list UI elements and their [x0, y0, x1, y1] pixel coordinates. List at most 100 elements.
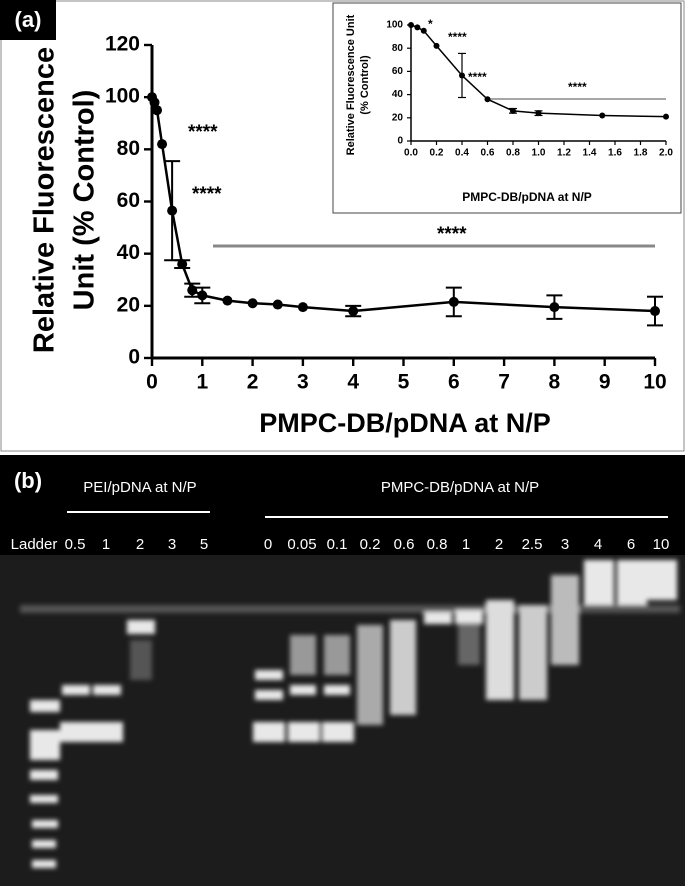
x-tick-label: 1.4 — [583, 148, 597, 159]
x-tick-label: 4 — [347, 370, 359, 393]
data-point — [348, 306, 359, 317]
y-axis-title: Relative Fluorescence — [29, 47, 61, 353]
y-tick-label: 40 — [392, 89, 404, 100]
panel-label: (b) — [14, 468, 42, 493]
y-tick-label: 60 — [392, 66, 404, 77]
gel — [0, 555, 685, 886]
y-tick-label: 40 — [117, 241, 140, 264]
x-tick-label: 0.4 — [455, 148, 469, 159]
data-point — [297, 302, 308, 313]
data-point — [152, 105, 163, 116]
gel-bands — [20, 560, 680, 868]
data-point — [535, 110, 542, 117]
x-tick-label: 3 — [297, 370, 309, 393]
data-point — [459, 72, 465, 79]
series-line — [410, 24, 667, 118]
y-tick-label: 0 — [128, 346, 140, 369]
x-tick-label: 1 — [196, 370, 208, 393]
data-point — [247, 298, 258, 309]
panel-label-box — [0, 0, 56, 40]
lane-label: 0.2 — [360, 536, 381, 553]
y-tick-label: 60 — [117, 189, 140, 212]
data-point — [149, 97, 160, 108]
lane-label: 5 — [200, 536, 208, 553]
x-axis-title: PMPC-DB/pDNA at N/P — [259, 408, 551, 438]
data-point — [650, 306, 660, 317]
lane-label: 2.5 — [522, 536, 543, 553]
x-tick-label: 0 — [146, 370, 158, 393]
x-tick-label: 1.2 — [557, 148, 571, 159]
x-tick-label: 6 — [448, 370, 460, 393]
significance-label: * — [428, 17, 433, 31]
lane-label: 0.05 — [287, 536, 316, 553]
x-tick-label: 7 — [498, 370, 510, 393]
significance-label: **** — [437, 224, 467, 245]
y-tick-label: 80 — [392, 43, 404, 54]
data-point — [408, 22, 414, 28]
data-point — [549, 302, 560, 313]
x-tick-label: 10 — [643, 370, 666, 393]
y-tick-label: 20 — [117, 293, 140, 316]
lane-label: 2 — [495, 536, 503, 553]
lane-labels: Ladder 0.5 1 2 3 5 0 0.05 0.1 0.2 0.6 0.8 1 2 2.5 3 4 6 10 — [11, 536, 670, 553]
y-tick-label: 80 — [117, 137, 140, 160]
x-tick-label: 2 — [247, 370, 259, 393]
y-axis-title: Unit (% Control) — [69, 90, 101, 311]
data-point — [510, 107, 516, 114]
series-line — [150, 96, 656, 313]
y-tick-label: 100 — [105, 85, 140, 108]
data-point — [197, 290, 208, 301]
y-tick-label: 0 — [397, 136, 403, 147]
data-point — [599, 112, 606, 119]
data-point — [167, 205, 178, 216]
y-tick-label: 120 — [105, 33, 140, 56]
data-point — [484, 96, 491, 103]
data-point — [420, 27, 427, 34]
data-point — [663, 113, 669, 120]
data-point — [448, 296, 459, 307]
charts: 0 20 40 60 80 100 120 0 1 2 3 4 5 6 7 8 9 10 PMPC-DB/pDNA … — [29, 14, 674, 438]
significance-label: **** — [448, 30, 467, 44]
group-label: PEI/pDNA at N/P — [83, 479, 196, 496]
lane-label: 0.6 — [394, 536, 415, 553]
y-tick-label: 100 — [386, 20, 403, 31]
data-point — [433, 42, 440, 49]
significance-label: **** — [468, 70, 487, 84]
lane-label: 1 — [102, 536, 110, 553]
lane-label: 0.8 — [427, 536, 448, 553]
x-tick-label: 0.8 — [506, 148, 520, 159]
x-tick-label: 0.6 — [481, 148, 495, 159]
data-point — [414, 24, 421, 31]
data-point — [272, 299, 283, 310]
lane-label: 3 — [561, 536, 569, 553]
lane-label: Ladder — [11, 536, 58, 553]
data-point — [222, 295, 233, 306]
lane-label: 10 — [653, 536, 670, 553]
x-tick-label: 1.6 — [608, 148, 622, 159]
group-label: PMPC-DB/pDNA at N/P — [381, 479, 539, 496]
x-tick-label: 8 — [549, 370, 561, 393]
x-tick-label: 1.8 — [634, 148, 648, 159]
lane-label: 6 — [627, 536, 635, 553]
y-tick-label: 20 — [392, 112, 404, 123]
lane-label: 1 — [462, 536, 470, 553]
lane-label: 3 — [168, 536, 176, 553]
lane-label: 0.1 — [327, 536, 348, 553]
significance-label: **** — [568, 80, 587, 94]
lane-label: 4 — [594, 536, 602, 553]
x-tick-label: 0.2 — [430, 148, 444, 159]
y-axis-title: Relative Fluorescence Unit — [345, 14, 357, 155]
x-tick-label: 9 — [599, 370, 611, 393]
lane-label: 0 — [264, 536, 272, 553]
significance-label: **** — [192, 184, 222, 205]
x-axis-title: PMPC-DB/pDNA at N/P — [462, 190, 592, 204]
panel-label: (a) — [15, 7, 42, 32]
x-tick-label: 2.0 — [659, 148, 673, 159]
x-tick-label: 0.0 — [404, 148, 418, 159]
data-point — [177, 259, 188, 270]
y-axis-title: (% Control) — [359, 55, 371, 115]
x-tick-label: 5 — [398, 370, 410, 393]
lane-label: 0.5 — [65, 536, 86, 553]
